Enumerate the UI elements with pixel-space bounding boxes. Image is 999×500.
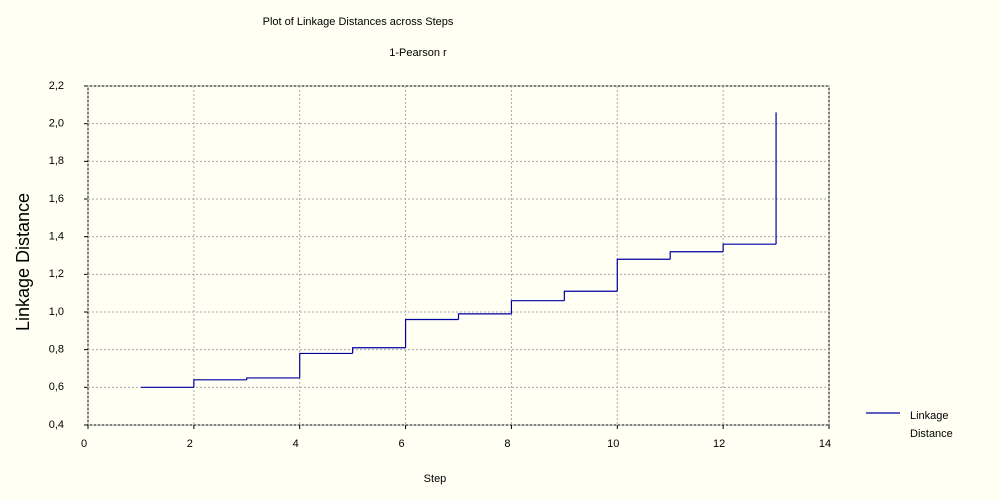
step-segment bbox=[563, 290, 618, 301]
legend-label: Linkage Distance bbox=[910, 410, 953, 440]
step-segment bbox=[722, 243, 777, 252]
chart-title: Plot of Linkage Distances across Steps bbox=[263, 16, 454, 28]
y-tick-label: 1,8 bbox=[49, 155, 64, 167]
y-tick-label: 0,6 bbox=[49, 381, 64, 393]
x-tick-label: 2 bbox=[187, 438, 193, 450]
x-tick-label: 12 bbox=[713, 438, 725, 450]
x-tick-label: 8 bbox=[504, 438, 510, 450]
step-segment bbox=[193, 379, 247, 388]
y-tick-label: 2,0 bbox=[49, 118, 64, 130]
step-segment bbox=[457, 313, 512, 320]
step-segment bbox=[669, 251, 724, 260]
x-tick-label: 0 bbox=[81, 438, 87, 450]
x-tick-label: 10 bbox=[607, 438, 619, 450]
y-tick-label: 1,6 bbox=[49, 193, 64, 205]
y-tick-label: 2,2 bbox=[49, 80, 64, 92]
y-tick-label: 1,2 bbox=[49, 268, 64, 280]
x-tick-label: 14 bbox=[819, 438, 831, 450]
y-axis-label: Linkage Distance bbox=[13, 193, 33, 331]
y-tick-label: 1,4 bbox=[49, 231, 64, 243]
step-segment bbox=[246, 377, 300, 380]
y-tick-label: 0,4 bbox=[49, 419, 64, 431]
plot-frame bbox=[87, 85, 830, 426]
step-segment bbox=[510, 300, 565, 314]
x-tick-label: 4 bbox=[293, 438, 299, 450]
y-tick-label: 1,0 bbox=[49, 306, 64, 318]
x-tick-label: 6 bbox=[399, 438, 405, 450]
chart-subtitle: 1-Pearson r bbox=[389, 47, 447, 59]
step-segment bbox=[616, 258, 671, 292]
step-segment bbox=[352, 347, 406, 354]
step-segment bbox=[299, 352, 353, 378]
step-segment bbox=[404, 318, 459, 348]
y-tick-label: 0,8 bbox=[49, 344, 64, 356]
x-axis-label: Step bbox=[424, 473, 447, 485]
